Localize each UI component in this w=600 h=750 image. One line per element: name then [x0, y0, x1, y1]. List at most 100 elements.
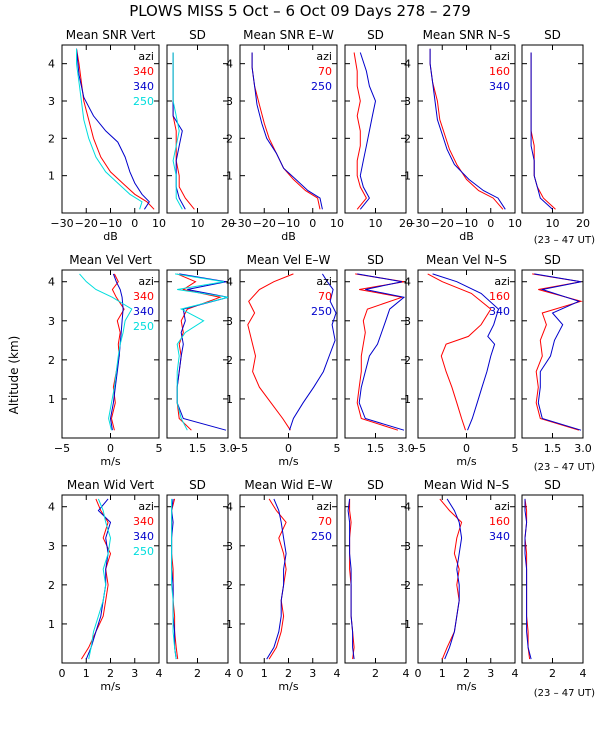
y-tick-label: 4: [404, 276, 411, 289]
x-tick-label: 0: [487, 217, 494, 230]
panel-title: Mean Wid E–W: [244, 478, 332, 492]
x-tick-label: 2: [549, 667, 556, 680]
series-line-340: [76, 48, 155, 210]
x-tick-label: 10: [508, 217, 522, 230]
panel-title: SD: [544, 478, 561, 492]
x-axis-label: dB: [459, 230, 474, 243]
x-tick-label: 1: [261, 667, 268, 680]
series-line-70: [268, 498, 287, 660]
x-tick-label: 1: [439, 667, 446, 680]
x-tick-label: 1.5: [367, 442, 385, 455]
x-tick-label: 0: [463, 442, 470, 455]
x-tick-label: 3: [309, 667, 316, 680]
series-line-340: [530, 52, 553, 210]
x-tick-label: 20: [576, 217, 590, 230]
panel-frame: [344, 494, 407, 664]
series-line-70: [353, 52, 368, 210]
legend-header: azi: [494, 50, 510, 63]
y-tick-label: 4: [48, 276, 55, 289]
series-line-250: [88, 498, 112, 660]
panel-6: Mean Vel Vert −5 0 5 1 2 3 4 m/s azi 340 340 250: [48, 253, 163, 468]
ut-note-row-2: (23 – 47 UT): [534, 462, 595, 473]
legend-entry: 160: [489, 290, 510, 303]
series-line-340: [76, 48, 150, 210]
y-tick-label: 4: [226, 58, 233, 71]
x-axis-label: m/s: [278, 680, 298, 693]
legend-entry: 250: [133, 320, 154, 333]
panel-grid: Mean SNR Vert−30 −20 −10 0 101234dBazi340340…: [48, 28, 592, 693]
panel-frame: [344, 44, 407, 214]
x-tick-label: 0: [107, 442, 114, 455]
y-tick-label: 4: [404, 501, 411, 514]
x-tick-label: 1.5: [189, 442, 207, 455]
x-tick-label: 3: [487, 667, 494, 680]
series-line-340: [534, 273, 582, 431]
legend-entry: 340: [133, 305, 154, 318]
series-line-340: [429, 48, 506, 210]
y-tick-label: 2: [404, 354, 411, 367]
x-tick-label: 20: [221, 217, 235, 230]
panel-title: SD: [367, 28, 384, 42]
x-tick-label: 2: [285, 667, 292, 680]
y-tick-label: 3: [404, 315, 411, 328]
legend-entry: 340: [489, 305, 510, 318]
panel-3: SD 10 20: [344, 28, 413, 230]
panel-8: Mean Vel E–W −5 0 5 1 2 3 4 m/s azi 70 250: [226, 253, 341, 468]
panel-1: SD 10 20: [166, 28, 235, 230]
series-line-70: [349, 498, 355, 660]
series-line-340: [176, 273, 222, 431]
series-line-250: [289, 273, 337, 431]
series-line-250: [175, 273, 228, 431]
legend-entry: 70: [318, 65, 332, 78]
x-tick-label: −20: [75, 217, 98, 230]
series-line-250: [357, 273, 406, 431]
panel-frame: [521, 494, 584, 664]
x-tick-label: 2: [194, 667, 201, 680]
legend-entry: 70: [318, 290, 332, 303]
legend-entry: 250: [311, 530, 332, 543]
x-axis-label: m/s: [100, 680, 120, 693]
y-tick-label: 2: [226, 579, 233, 592]
x-tick-label: 3.0: [574, 442, 592, 455]
panel-title: Mean Wid N–S: [424, 478, 509, 492]
series-line-250: [172, 52, 183, 210]
y-tick-label: 4: [226, 501, 233, 514]
panel-title: Mean SNR E–W: [243, 28, 334, 42]
x-axis-label: dB: [103, 230, 118, 243]
y-tick-label: 2: [404, 579, 411, 592]
y-tick-label: 3: [48, 95, 55, 108]
panel-5: SD 10 20: [521, 28, 590, 230]
x-tick-label: −10: [277, 217, 300, 230]
legend-entry: 160: [489, 65, 510, 78]
series-line-340: [524, 498, 532, 660]
legend-entry: 340: [133, 65, 154, 78]
x-tick-label: 10: [546, 217, 560, 230]
series-line-160: [427, 273, 492, 431]
panel-frame: [344, 269, 407, 439]
legend-entry: 340: [133, 515, 154, 528]
x-axis-label: m/s: [456, 455, 476, 468]
legend-header: azi: [138, 275, 154, 288]
panel-13: SD 2 4: [166, 478, 232, 680]
y-tick-label: 1: [226, 170, 233, 183]
series-line-250: [359, 52, 377, 210]
panel-title: SD: [189, 478, 206, 492]
series-line-250: [347, 498, 355, 660]
x-tick-label: 3.0: [397, 442, 415, 455]
x-tick-label: 0: [59, 667, 66, 680]
x-tick-label: 1.5: [544, 442, 562, 455]
x-tick-label: 4: [580, 667, 587, 680]
x-tick-label: 5: [156, 442, 163, 455]
legend-header: azi: [138, 50, 154, 63]
panel-title: SD: [544, 253, 561, 267]
legend-header: azi: [138, 500, 154, 513]
y-tick-label: 1: [48, 393, 55, 406]
x-tick-label: 10: [369, 217, 383, 230]
panel-title: Mean Vel Vert: [69, 253, 152, 267]
series-line-250: [171, 498, 177, 660]
y-tick-label: 3: [48, 540, 55, 553]
series-line-340: [85, 498, 112, 660]
y-tick-label: 4: [404, 58, 411, 71]
legend-entry: 250: [311, 80, 332, 93]
legend-entry: 250: [133, 95, 154, 108]
